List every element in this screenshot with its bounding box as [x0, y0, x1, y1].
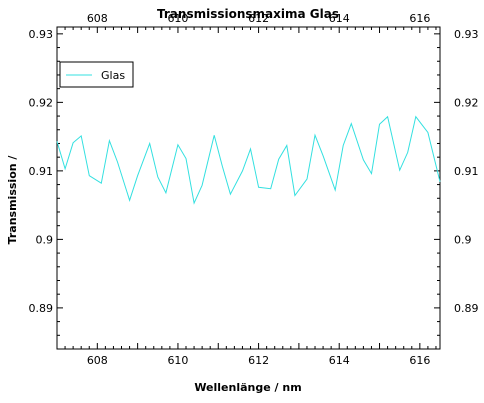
y-tick-label-right-3: 0.92 — [454, 96, 479, 109]
chart-title: Transmissionsmaxima Glas — [157, 7, 339, 21]
y-tick-label-left-0: 0.89 — [29, 302, 54, 315]
y-tick-label-right-4: 0.93 — [454, 28, 479, 41]
x-tick-label-bottom-614: 614 — [329, 354, 350, 367]
x-tick-label-top-610: 610 — [167, 12, 188, 25]
axis-ticks — [56, 27, 440, 350]
x-tick-label-bottom-612: 612 — [248, 354, 269, 367]
x-tick-label-bottom-610: 610 — [167, 354, 188, 367]
axis-tick-labels: 608 608 610 610 612 612 614 614 616 616 0.89 0.89 0.… — [29, 12, 479, 367]
x-tick-label-top-614: 614 — [329, 12, 350, 25]
x-tick-label-bottom-608: 608 — [87, 354, 108, 367]
x-tick-label-top-612: 612 — [248, 12, 269, 25]
y-tick-label-left-2: 0.91 — [29, 165, 54, 178]
y-tick-label-left-3: 0.92 — [29, 96, 54, 109]
y-tick-label-right-0: 0.89 — [454, 302, 479, 315]
legend: Glas — [59, 61, 134, 88]
x-tick-label-top-608: 608 — [87, 12, 108, 25]
x-axis-title: Wellenlänge / nm — [194, 381, 301, 394]
y-tick-label-left-1: 0.9 — [36, 233, 54, 246]
series-layer — [56, 115, 441, 205]
x-tick-label-bottom-616: 616 — [409, 354, 430, 367]
y-tick-label-right-2: 0.91 — [454, 165, 479, 178]
y-axis-title: Transmission / — [6, 155, 19, 245]
x-tick-label-top-616: 616 — [409, 12, 430, 25]
y-tick-label-left-4: 0.93 — [29, 28, 54, 41]
series-line-glas — [56, 115, 441, 205]
legend-label-glas: Glas — [101, 69, 125, 82]
y-tick-label-right-1: 0.9 — [454, 233, 472, 246]
